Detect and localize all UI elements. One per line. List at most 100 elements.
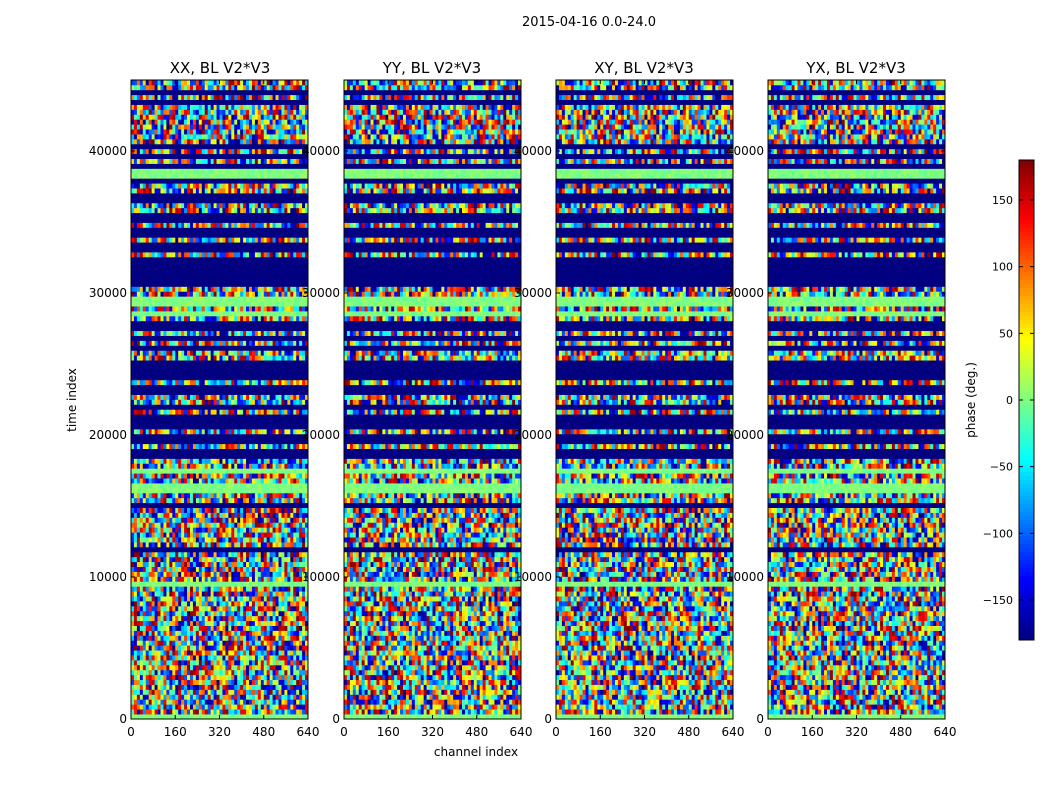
heatmap-cell (222, 635, 225, 640)
heatmap-cell (155, 621, 158, 626)
heatmap-cell (214, 655, 217, 660)
heatmap-cell (299, 699, 302, 704)
heatmap-cell (187, 635, 190, 640)
heatmap-cell (249, 699, 252, 704)
heatmap-cell (155, 635, 158, 640)
heatmap-cell (299, 640, 302, 645)
heatmap-cell (261, 635, 264, 640)
heatmap-cell (190, 640, 193, 645)
heatmap-cell (276, 699, 279, 704)
heatmap-cell (270, 699, 273, 704)
heatmap-cell (249, 660, 252, 665)
heatmap-cell (178, 704, 181, 709)
heatmap-cell (264, 621, 267, 626)
heatmap-cell (158, 660, 161, 665)
heatmap-cell (293, 699, 296, 704)
heatmap-cell (134, 709, 137, 714)
heatmap-cell (237, 680, 240, 685)
heatmap-cell (146, 690, 149, 695)
heatmap-cell (143, 660, 146, 665)
heatmap-cell (231, 626, 234, 631)
heatmap-cell (225, 665, 228, 670)
heatmap-cell (169, 670, 172, 675)
heatmap-cell (281, 685, 284, 690)
heatmap-cell (296, 675, 299, 680)
heatmap-cell (196, 631, 199, 636)
heatmap-cell (222, 694, 225, 699)
heatmap-cell (228, 704, 231, 709)
heatmap-cell (287, 670, 290, 675)
heatmap-cell (276, 709, 279, 714)
heatmap-cell (199, 694, 202, 699)
heatmap-cell (284, 616, 287, 621)
heatmap-cell (196, 660, 199, 665)
heatmap-cell (258, 621, 261, 626)
heatmap-cell (293, 665, 296, 670)
heatmap-cell (228, 675, 231, 680)
heatmap-cell (202, 665, 205, 670)
heatmap-cell (228, 680, 231, 685)
heatmap-cell (255, 660, 258, 665)
heatmap-cell (149, 650, 152, 655)
heatmap-cell (284, 655, 287, 660)
heatmap-cell (246, 645, 249, 650)
heatmap-cell (296, 645, 299, 650)
heatmap-cell (258, 709, 261, 714)
heatmap-cell (158, 690, 161, 695)
heatmap-cell (258, 675, 261, 680)
heatmap-cell (246, 626, 249, 631)
heatmap-cell (175, 631, 178, 636)
heatmap-cell (264, 631, 267, 636)
heatmap-cell (172, 704, 175, 709)
heatmap-cell (152, 626, 155, 631)
heatmap-cell (296, 694, 299, 699)
heatmap-cell (184, 675, 187, 680)
heatmap-cell (234, 675, 237, 680)
heatmap-cell (279, 635, 282, 640)
heatmap-cell (140, 655, 143, 660)
heatmap-cell (178, 635, 181, 640)
heatmap-cell (217, 694, 220, 699)
heatmap-cell (249, 694, 252, 699)
heatmap-cell (217, 631, 220, 636)
heatmap-cell (175, 635, 178, 640)
heatmap-cell (287, 690, 290, 695)
heatmap-cell (202, 626, 205, 631)
heatmap-cell (261, 650, 264, 655)
heatmap-cell (293, 640, 296, 645)
heatmap-cell (163, 640, 166, 645)
heatmap-cell (290, 704, 293, 709)
heatmap-cell (181, 665, 184, 670)
heatmap-cell (143, 665, 146, 670)
heatmap-cell (231, 640, 234, 645)
heatmap-cell (140, 675, 143, 680)
heatmap-cell (222, 704, 225, 709)
heatmap-cell (134, 670, 137, 675)
heatmap-cell (175, 655, 178, 660)
heatmap-cell (143, 655, 146, 660)
heatmap-cell (205, 690, 208, 695)
heatmap-cell (243, 680, 246, 685)
heatmap-cell (149, 645, 152, 650)
heatmap-cell (152, 704, 155, 709)
heatmap-cell (161, 704, 164, 709)
heatmap-cell (211, 699, 214, 704)
heatmap-cell (211, 685, 214, 690)
heatmap-cell (152, 690, 155, 695)
heatmap-cell (284, 635, 287, 640)
heatmap-cell (220, 640, 223, 645)
heatmap-cell (281, 704, 284, 709)
heatmap-cell (261, 694, 264, 699)
heatmap-cell (211, 655, 214, 660)
heatmap-cell (158, 685, 161, 690)
heatmap-cell (158, 640, 161, 645)
heatmap-cell (158, 626, 161, 631)
heatmap-cell (214, 665, 217, 670)
heatmap-cell (172, 631, 175, 636)
heatmap-cell (211, 626, 214, 631)
heatmap-cell (279, 650, 282, 655)
heatmap-cell (143, 709, 146, 714)
heatmap-cell (202, 704, 205, 709)
heatmap-cell (187, 611, 190, 616)
heatmap-cell (249, 685, 252, 690)
